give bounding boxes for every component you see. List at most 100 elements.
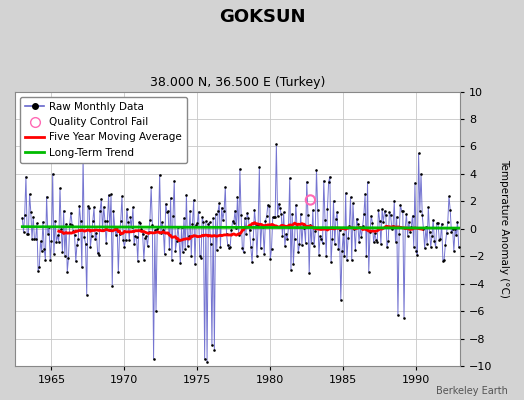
Point [140, 257, 148, 263]
Point [205, 219, 214, 226]
Point [86, 244, 94, 250]
Point [401, 225, 409, 232]
Point [108, 283, 116, 290]
Point [390, 198, 398, 204]
Point [244, 215, 253, 222]
Point [23, 231, 31, 237]
Point [349, 200, 357, 206]
Point [340, 253, 348, 259]
Point [20, 211, 29, 218]
Point [365, 268, 373, 275]
Point [83, 292, 91, 298]
Point [295, 241, 303, 248]
Point [336, 297, 345, 303]
Point [176, 260, 184, 266]
Point [334, 246, 343, 252]
Point [147, 184, 155, 190]
Point [338, 248, 346, 254]
Point [123, 206, 131, 212]
Point [63, 268, 71, 275]
Point [53, 232, 62, 238]
Point [110, 208, 118, 214]
Point [41, 256, 50, 263]
Point [453, 218, 462, 225]
Point [59, 208, 68, 214]
Point [61, 252, 69, 259]
Point [290, 236, 299, 242]
Point [309, 207, 317, 213]
Point [115, 230, 124, 237]
Point [297, 211, 305, 217]
Point [80, 234, 89, 240]
Point [180, 215, 188, 222]
Point [92, 230, 101, 236]
Point [18, 215, 27, 221]
Point [444, 219, 452, 225]
Point [170, 178, 179, 184]
Point [75, 202, 84, 209]
Point [294, 249, 302, 256]
Point [289, 261, 298, 267]
Point [418, 212, 427, 218]
Point [328, 236, 336, 242]
Point [138, 231, 147, 237]
Point [332, 216, 340, 222]
Point [378, 206, 386, 212]
Point [206, 241, 215, 248]
Point [158, 219, 166, 225]
Point [447, 229, 455, 236]
Point [122, 236, 130, 243]
Point [163, 209, 171, 216]
Point [156, 172, 164, 178]
Point [78, 264, 86, 271]
Point [36, 238, 45, 244]
Point [174, 223, 182, 230]
Point [157, 230, 165, 236]
Point [265, 202, 273, 209]
Point [152, 308, 160, 314]
Point [118, 193, 126, 200]
Point [261, 218, 270, 224]
Point [420, 245, 429, 252]
Point [271, 214, 279, 221]
Point [113, 224, 122, 230]
Point [359, 211, 368, 218]
Point [285, 224, 293, 230]
Point [260, 251, 268, 257]
Point [198, 214, 206, 220]
Point [232, 225, 241, 232]
Point [431, 244, 440, 250]
Point [209, 215, 217, 222]
Point [304, 212, 312, 218]
Point [213, 247, 221, 253]
Point [106, 226, 114, 233]
Point [324, 179, 333, 185]
Point [169, 213, 177, 219]
Point [441, 241, 450, 248]
Point [211, 211, 220, 218]
Point [34, 268, 42, 274]
Point [224, 242, 232, 248]
Point [395, 230, 403, 237]
Point [49, 171, 57, 177]
Point [120, 243, 128, 250]
Point [305, 270, 313, 276]
Point [81, 240, 90, 247]
Point [300, 224, 309, 231]
Point [410, 244, 418, 250]
Point [28, 236, 36, 242]
Point [190, 197, 198, 203]
Point [160, 251, 169, 258]
Point [350, 225, 358, 232]
Point [84, 203, 92, 209]
Point [355, 239, 363, 245]
Point [342, 190, 350, 196]
Point [399, 208, 407, 214]
Point [22, 174, 30, 180]
Point [184, 233, 193, 239]
Point [315, 252, 323, 258]
Point [167, 195, 175, 201]
Point [406, 228, 414, 235]
Point [346, 194, 355, 200]
Point [434, 220, 442, 226]
